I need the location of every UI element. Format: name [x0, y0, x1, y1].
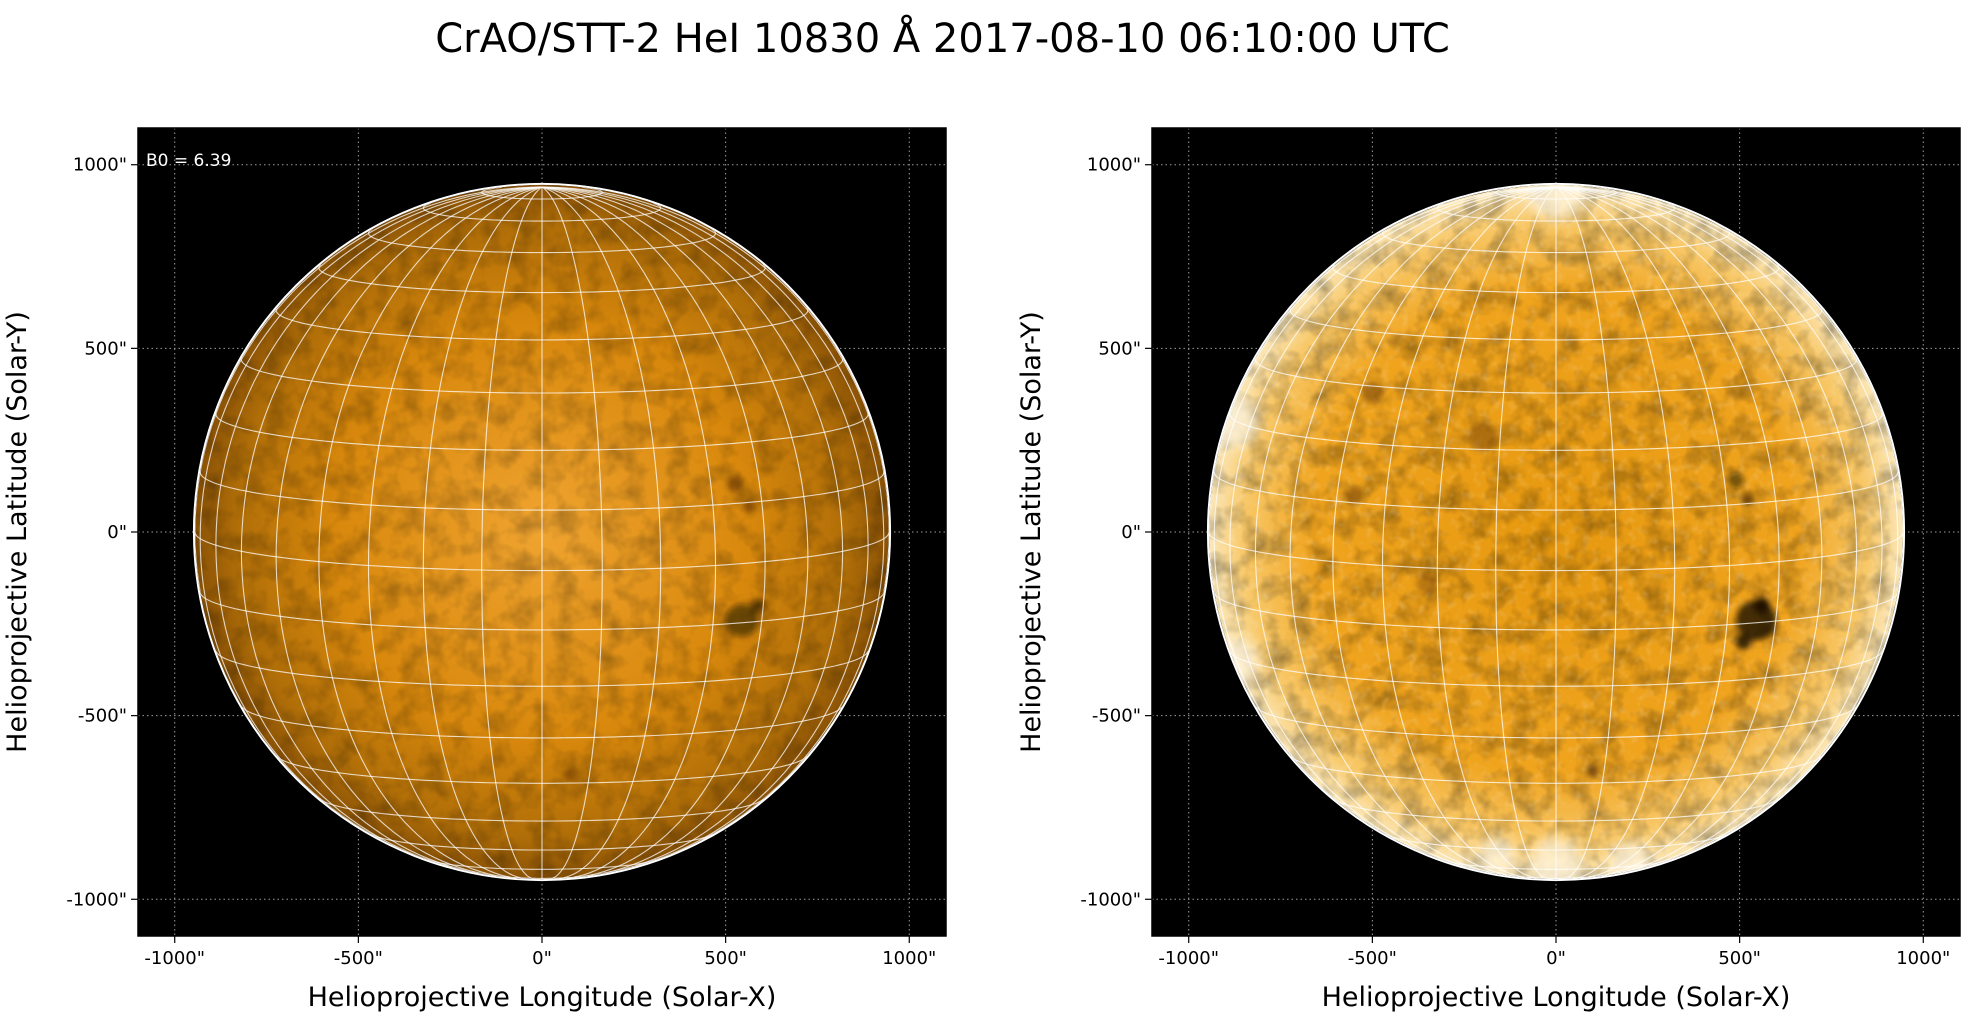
longitude-line: [1555, 186, 1676, 880]
longitude-line: [367, 186, 543, 879]
dark-feature: [1741, 493, 1753, 505]
longitude-line: [1495, 186, 1557, 880]
dark-feature: [1467, 421, 1498, 452]
longitude-line: [422, 186, 543, 880]
y-tick-label: 0": [1121, 522, 1141, 543]
bright-patch: [1478, 836, 1516, 874]
longitude-line: [1555, 186, 1823, 877]
y-tick-label: 1000": [73, 155, 127, 176]
x-tick-label: -500": [334, 948, 383, 969]
longitude-line: [1213, 186, 1557, 841]
dark-feature: [725, 603, 759, 637]
dark-feature: [752, 598, 766, 613]
y-tick-label: 500": [1098, 338, 1141, 359]
longitude-line: [541, 186, 869, 868]
axes-area: [138, 128, 946, 936]
x-tick-label: -1000": [144, 948, 205, 969]
heliographic-grid: [1208, 186, 1904, 880]
longitude-line: [1254, 186, 1557, 874]
dark-features: [1344, 381, 1777, 778]
longitude-line: [1555, 186, 1858, 874]
longitude-line: [215, 186, 543, 868]
dark-feature: [564, 767, 579, 782]
panel-right: -1000" -500" 0" 500" 1000" -1000" -500" 0" 500" 1…: [1016, 127, 1961, 1013]
limb-circle: [1206, 182, 1906, 882]
panel-left: B0 = 6.39 -1000" -500" 0" 500" 1000" -1000" -50…: [2, 127, 947, 1013]
b0-annotation: B0 = 6.39: [146, 151, 231, 171]
y-axis-label: Helioprojective Latitude (Solar-Y): [2, 311, 33, 753]
longitude-line: [275, 186, 543, 877]
longitude-line: [1381, 186, 1557, 879]
longitude-line: [199, 186, 543, 841]
longitude-line: [1229, 186, 1557, 868]
longitude-line: [1555, 186, 1617, 880]
longitude-line: [481, 186, 543, 880]
x-tick-label: -1000": [1158, 948, 1219, 969]
y-tick-label: 500": [84, 338, 127, 359]
longitude-line: [1208, 186, 1557, 592]
solar-disk: [194, 184, 890, 880]
y-tick-label: -1000": [66, 889, 127, 910]
solar-disk: [1208, 184, 1904, 880]
dark-feature: [1727, 472, 1745, 489]
dark-feature: [1344, 486, 1364, 505]
y-tick-label: -500": [1092, 706, 1141, 727]
y-tick-label: -500": [78, 706, 127, 727]
longitude-line: [194, 186, 543, 592]
y-tick-label: 0": [107, 522, 127, 543]
longitude-line: [541, 186, 717, 879]
x-tick-label: 1000": [1896, 948, 1950, 969]
longitude-line: [541, 186, 885, 841]
longitude-line: [1289, 186, 1557, 877]
dark-feature: [1416, 572, 1439, 595]
figure-title: CrAO/STT-2 HeI 10830 Å 2017-08-10 06:10:…: [435, 16, 1450, 62]
longitude-line: [541, 186, 809, 877]
dark-feature: [1735, 634, 1751, 650]
x-tick-label: -500": [1348, 948, 1397, 969]
x-tick-label: 0": [532, 948, 552, 969]
dark-feature: [1753, 597, 1770, 614]
y-tick-label: 1000": [1087, 155, 1141, 176]
heliographic-grid: [194, 186, 890, 880]
longitude-line: [541, 186, 844, 874]
longitude-line: [1436, 186, 1557, 880]
longitude-line: [1555, 186, 1780, 879]
x-tick-label: 500": [704, 948, 747, 969]
longitude-line: [541, 186, 603, 880]
dark-features: [564, 476, 766, 782]
x-tick-label: 500": [1718, 948, 1761, 969]
longitude-line: [1555, 186, 1731, 879]
y-tick-label: -1000": [1080, 889, 1141, 910]
x-tick-label: 1000": [882, 948, 936, 969]
longitude-line: [1555, 186, 1899, 841]
longitude-line: [541, 186, 890, 592]
x-tick-label: 0": [1546, 948, 1566, 969]
longitude-line: [541, 186, 662, 880]
longitude-line: [1555, 186, 1883, 868]
dark-feature: [1361, 381, 1384, 404]
x-axis-label: Helioprojective Longitude (Solar-X): [1322, 982, 1791, 1013]
longitude-line: [240, 186, 543, 874]
limb-circle: [192, 182, 892, 882]
y-axis-label: Helioprojective Latitude (Solar-Y): [1016, 311, 1047, 753]
longitude-line: [1332, 186, 1557, 879]
x-axis-label: Helioprojective Longitude (Solar-X): [308, 982, 777, 1013]
longitude-line: [318, 186, 543, 879]
dark-feature: [726, 476, 743, 493]
longitude-line: [541, 186, 766, 879]
axes-area: [1152, 128, 1960, 936]
longitude-line: [1555, 186, 1904, 592]
dark-feature: [1586, 764, 1600, 778]
